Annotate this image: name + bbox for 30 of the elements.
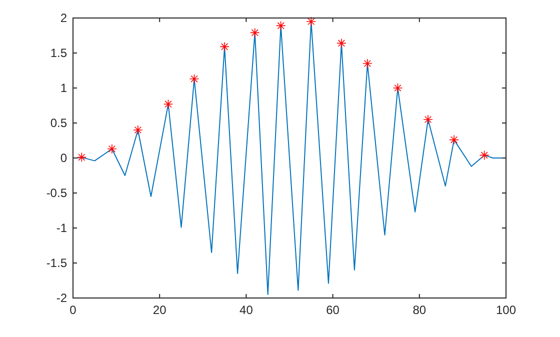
- y-tick-label: -1: [56, 221, 68, 235]
- y-tick-label: 2: [60, 11, 68, 25]
- y-tick-label: 1: [60, 81, 68, 95]
- point: [163, 99, 174, 109]
- y-tick-label: 0: [60, 151, 68, 165]
- point: [362, 58, 372, 68]
- point: [189, 74, 200, 84]
- point: [220, 42, 230, 52]
- point: [76, 152, 87, 162]
- x-tick-label: 0: [70, 303, 77, 317]
- point: [276, 20, 286, 31]
- x-tick-label: 100: [496, 303, 516, 317]
- y-tick-label: 1.5: [50, 46, 68, 60]
- y-tick-label: 0.5: [50, 116, 68, 130]
- point: [133, 125, 143, 135]
- point: [449, 134, 459, 145]
- y-tick-label: -2: [56, 291, 68, 305]
- point: [336, 38, 346, 48]
- x-tick-label: 60: [326, 303, 340, 317]
- point: [423, 114, 433, 124]
- point: [250, 28, 260, 38]
- y-tick-label: -1.5: [46, 256, 68, 270]
- point: [392, 83, 403, 93]
- x-tick-label: 80: [412, 303, 426, 317]
- point: [107, 144, 117, 154]
- point: [479, 150, 490, 160]
- point: [306, 16, 316, 26]
- x-tick-label: 20: [152, 303, 167, 317]
- y-tick-label: -0.5: [46, 186, 68, 200]
- x-tick-label: 40: [240, 303, 254, 317]
